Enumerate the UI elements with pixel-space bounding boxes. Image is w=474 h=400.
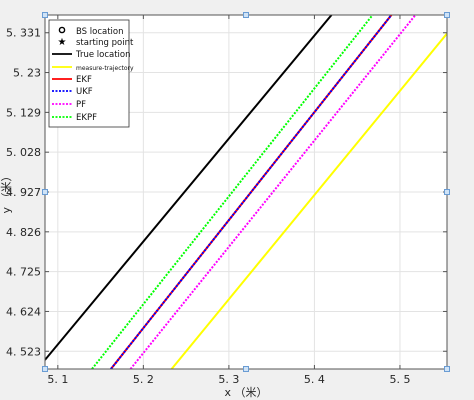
legend-item-2: True location	[52, 50, 130, 60]
selection-handle-bottom-center[interactable]	[243, 366, 249, 372]
selection-handle-top-center[interactable]	[243, 12, 249, 18]
legend-label-4: EKF	[76, 75, 92, 85]
x-tick-label-4: 5. 5	[389, 373, 410, 386]
legend-label-3: measure-trajectory	[76, 65, 134, 72]
legend-label-7: EKPF	[76, 113, 97, 123]
y-tick-label-4: 4. 927	[6, 186, 41, 199]
selection-handle-middle-right[interactable]	[444, 189, 450, 195]
series-lines	[45, 15, 447, 369]
x-axis-label: x （米）	[224, 386, 267, 399]
series-line-ekpf	[91, 15, 374, 369]
legend-label-5: UKF	[76, 87, 93, 97]
series-line-pf	[129, 15, 417, 369]
y-tick-label-7: 5. 23	[13, 67, 41, 80]
selection-handle-top-right[interactable]	[444, 12, 450, 18]
legend-item-6: PF	[52, 100, 86, 110]
grid	[45, 15, 447, 369]
series-line-true	[45, 15, 333, 361]
legend-item-3: measure-trajectory	[52, 65, 134, 72]
legend-label-2: True location	[75, 50, 130, 60]
ticks: 5. 1 5. 2 5. 3 5. 4 5. 5 4. 523 4. 624 4. 725 4.…	[6, 15, 447, 386]
legend-label-1: starting point	[76, 38, 134, 48]
legend-item-0: BS location	[58, 26, 124, 37]
x-tick-label-1: 5. 2	[133, 373, 154, 386]
legend-label-0: BS location	[76, 27, 124, 37]
selection-handle-middle-left[interactable]	[42, 189, 48, 195]
y-tick-label-6: 5. 129	[6, 106, 41, 119]
y-tick-label-3: 4. 826	[6, 226, 41, 239]
y-tick-label-1: 4. 624	[6, 305, 41, 318]
legend-box	[48, 19, 130, 128]
legend-label-6: PF	[76, 100, 86, 110]
selection-handle-top-left[interactable]	[42, 12, 48, 18]
legend[interactable]: BS location ★ starting point True location m…	[48, 19, 134, 128]
selection-handle-bottom-left[interactable]	[42, 366, 48, 372]
y-tick-label-2: 4. 725	[6, 266, 41, 279]
x-tick-label-0: 5. 1	[47, 373, 68, 386]
legend-item-1: ★ starting point	[58, 37, 134, 48]
circle-marker-icon	[58, 26, 66, 34]
legend-item-4: EKF	[52, 75, 92, 85]
star-marker-icon: ★	[58, 37, 67, 48]
series-line-measure	[170, 32, 447, 369]
selection-handle-bottom-right[interactable]	[444, 366, 450, 372]
x-tick-label-3: 5. 4	[304, 373, 325, 386]
y-tick-label-8: 5. 331	[6, 27, 41, 40]
y-axis-label: y （米）	[0, 170, 13, 213]
y-tick-label-0: 4. 523	[6, 345, 41, 358]
selection-handles[interactable]	[42, 12, 450, 372]
legend-item-5: UKF	[52, 87, 93, 97]
x-tick-label-2: 5. 3	[218, 373, 239, 386]
series-line-ukf	[110, 15, 393, 369]
legend-item-7: EKPF	[52, 113, 97, 123]
y-tick-label-5: 5. 028	[6, 146, 41, 159]
